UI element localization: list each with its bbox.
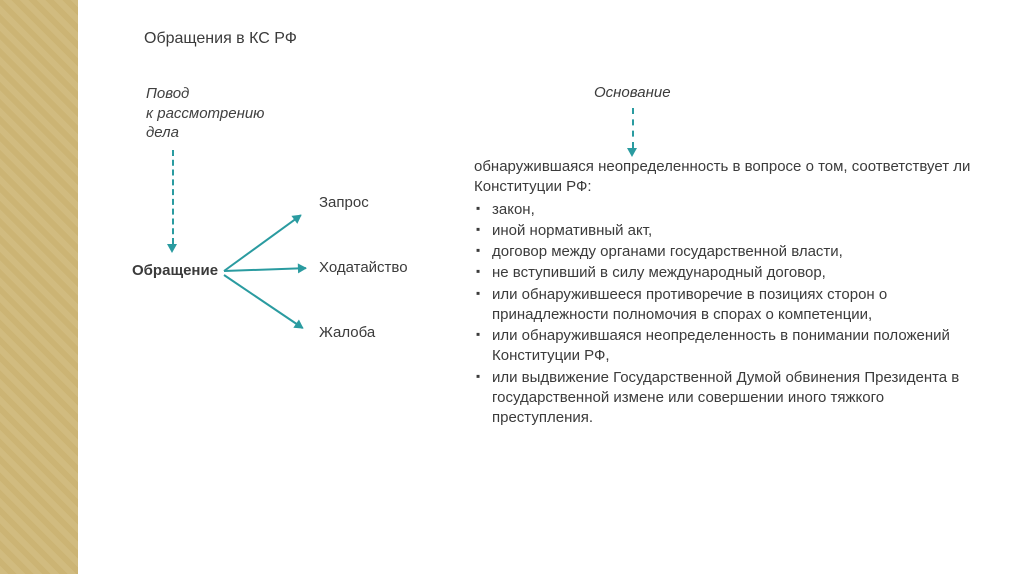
basis-intro: обнаружившаяся неопределенность в вопрос… bbox=[474, 157, 984, 198]
branch-zapros: Запрос bbox=[319, 194, 369, 211]
arrow-head-right bbox=[627, 148, 637, 157]
basis-item: или обнаружившееся противоречие в позици… bbox=[474, 285, 984, 326]
right-basis: Основание обнаружившаяся неопределенност… bbox=[474, 84, 984, 429]
slide-title: Обращения в КС РФ bbox=[144, 30, 984, 48]
branch-hodat: Ходатайство bbox=[319, 259, 408, 276]
basis-item: или выдвижение Государственной Думой обв… bbox=[474, 368, 984, 429]
arrow-head-left bbox=[167, 244, 177, 253]
columns: Поводк рассмотрениюдела Обращение Запрос… bbox=[114, 84, 984, 429]
basis-item: закон, bbox=[474, 200, 984, 220]
arrow-to-zapros bbox=[223, 214, 301, 271]
dashed-arrow-left bbox=[172, 150, 174, 244]
left-diagram: Поводк рассмотрениюдела Обращение Запрос… bbox=[114, 84, 444, 384]
basis-item: или обнаружившаяся неопределенность в по… bbox=[474, 326, 984, 367]
basis-label: Основание bbox=[594, 84, 984, 101]
reason-label: Поводк рассмотрениюдела bbox=[146, 84, 264, 143]
basis-item: иной нормативный акт, bbox=[474, 221, 984, 241]
basis-item: договор между органами государственной в… bbox=[474, 242, 984, 262]
basis-list: закон,иной нормативный акт,договор между… bbox=[474, 200, 984, 429]
dashed-arrow-right bbox=[632, 108, 634, 148]
slide-content: Обращения в КС РФ Поводк рассмотрениюдел… bbox=[78, 0, 1024, 574]
arrow-to-zhaloba bbox=[223, 274, 303, 329]
basis-item: не вступивший в силу международный догов… bbox=[474, 263, 984, 283]
center-label: Обращение bbox=[132, 262, 218, 279]
branch-zhaloba: Жалоба bbox=[319, 324, 375, 341]
basis-text: обнаружившаяся неопределенность в вопрос… bbox=[474, 157, 984, 428]
sidebar-texture bbox=[0, 0, 78, 574]
arrow-to-hodat bbox=[224, 267, 306, 272]
